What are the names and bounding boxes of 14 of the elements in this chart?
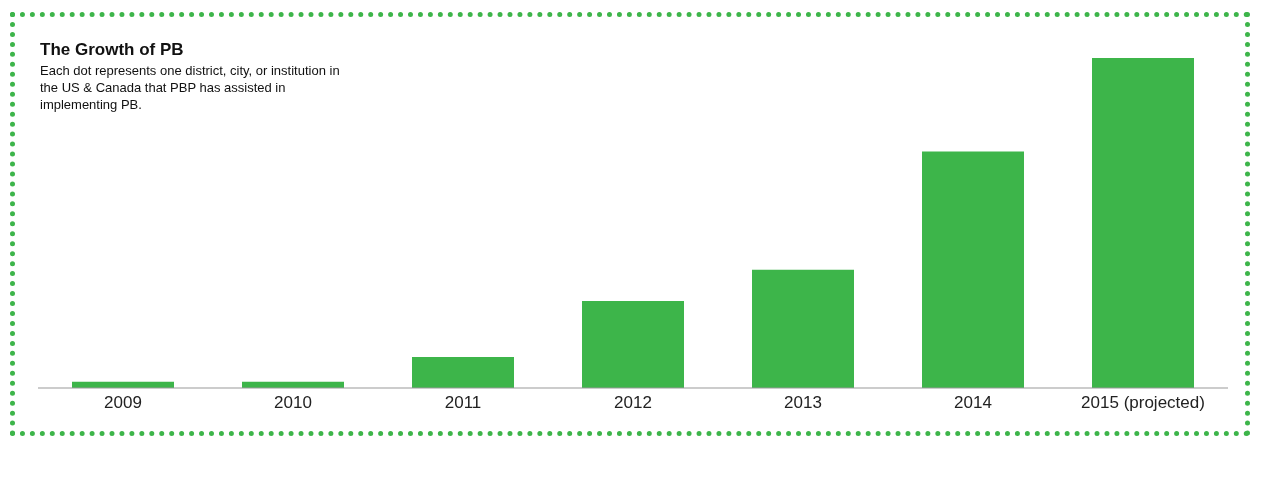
- x-tick-label: 2009: [104, 393, 142, 413]
- bar: [582, 300, 684, 388]
- chart-title: The Growth of PB: [40, 40, 185, 60]
- x-tick-label: 2011: [444, 393, 482, 413]
- text: Each dot represents one district, city, or institution in the US & Canada that PBP has assisted in implementing PB.: [40, 62, 340, 113]
- bar: [412, 356, 514, 388]
- x-tick-label: 2015 (projected): [1081, 393, 1205, 413]
- x-tick-label: 2012: [614, 393, 652, 413]
- bar: [1092, 58, 1194, 388]
- bar: [752, 269, 854, 388]
- x-tick-label: 2010: [274, 393, 312, 413]
- x-tick-label: 2014: [954, 393, 992, 413]
- bar: [922, 151, 1024, 388]
- x-tick-label: 2013: [784, 393, 822, 413]
